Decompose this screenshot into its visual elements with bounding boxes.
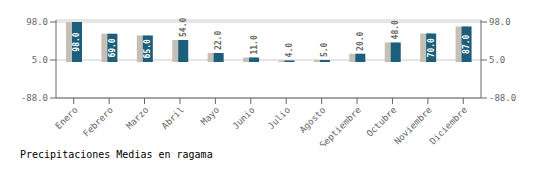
svg-text:5.0: 5.0 bbox=[320, 42, 329, 57]
svg-text:Diciembre: Diciembre bbox=[428, 105, 470, 146]
svg-text:Agosto: Agosto bbox=[297, 105, 327, 135]
svg-text:5.0: 5.0 bbox=[489, 55, 505, 65]
svg-text:20.0: 20.0 bbox=[356, 31, 365, 50]
svg-text:70.0: 70.0 bbox=[427, 38, 436, 57]
svg-text:Febrero: Febrero bbox=[81, 105, 115, 139]
svg-text:98.0: 98.0 bbox=[489, 17, 511, 27]
svg-text:Abril: Abril bbox=[160, 105, 186, 131]
svg-text:98.0: 98.0 bbox=[26, 17, 48, 27]
svg-text:-88.0: -88.0 bbox=[21, 93, 48, 103]
svg-text:Mayo: Mayo bbox=[199, 105, 221, 127]
svg-text:Julio: Julio bbox=[266, 105, 292, 131]
html-text:Precipitaciones Medias en raga: Precipitaciones Medias en ragama bbox=[20, 149, 213, 160]
svg-text:5.0: 5.0 bbox=[32, 55, 48, 65]
svg-text:65.0: 65.0 bbox=[143, 39, 152, 58]
svg-text:Junio: Junio bbox=[230, 105, 256, 131]
svg-text:11.0: 11.0 bbox=[250, 35, 259, 54]
svg-text:Septiembre: Septiembre bbox=[318, 105, 363, 146]
svg-text:22.0: 22.0 bbox=[214, 31, 223, 50]
svg-text:-88.0: -88.0 bbox=[489, 93, 516, 103]
svg-text:Octubre: Octubre bbox=[364, 105, 398, 139]
svg-text:98.0: 98.0 bbox=[73, 32, 82, 51]
svg-text:Enero: Enero bbox=[53, 105, 79, 131]
svg-text:4.0: 4.0 bbox=[285, 43, 294, 58]
svg-text:Marzo: Marzo bbox=[124, 105, 150, 131]
svg-text:48.0: 48.0 bbox=[391, 20, 400, 39]
svg-text:54.0: 54.0 bbox=[179, 18, 188, 37]
svg-text:87.0: 87.0 bbox=[462, 34, 471, 53]
svg-text:69.0: 69.0 bbox=[108, 38, 117, 57]
